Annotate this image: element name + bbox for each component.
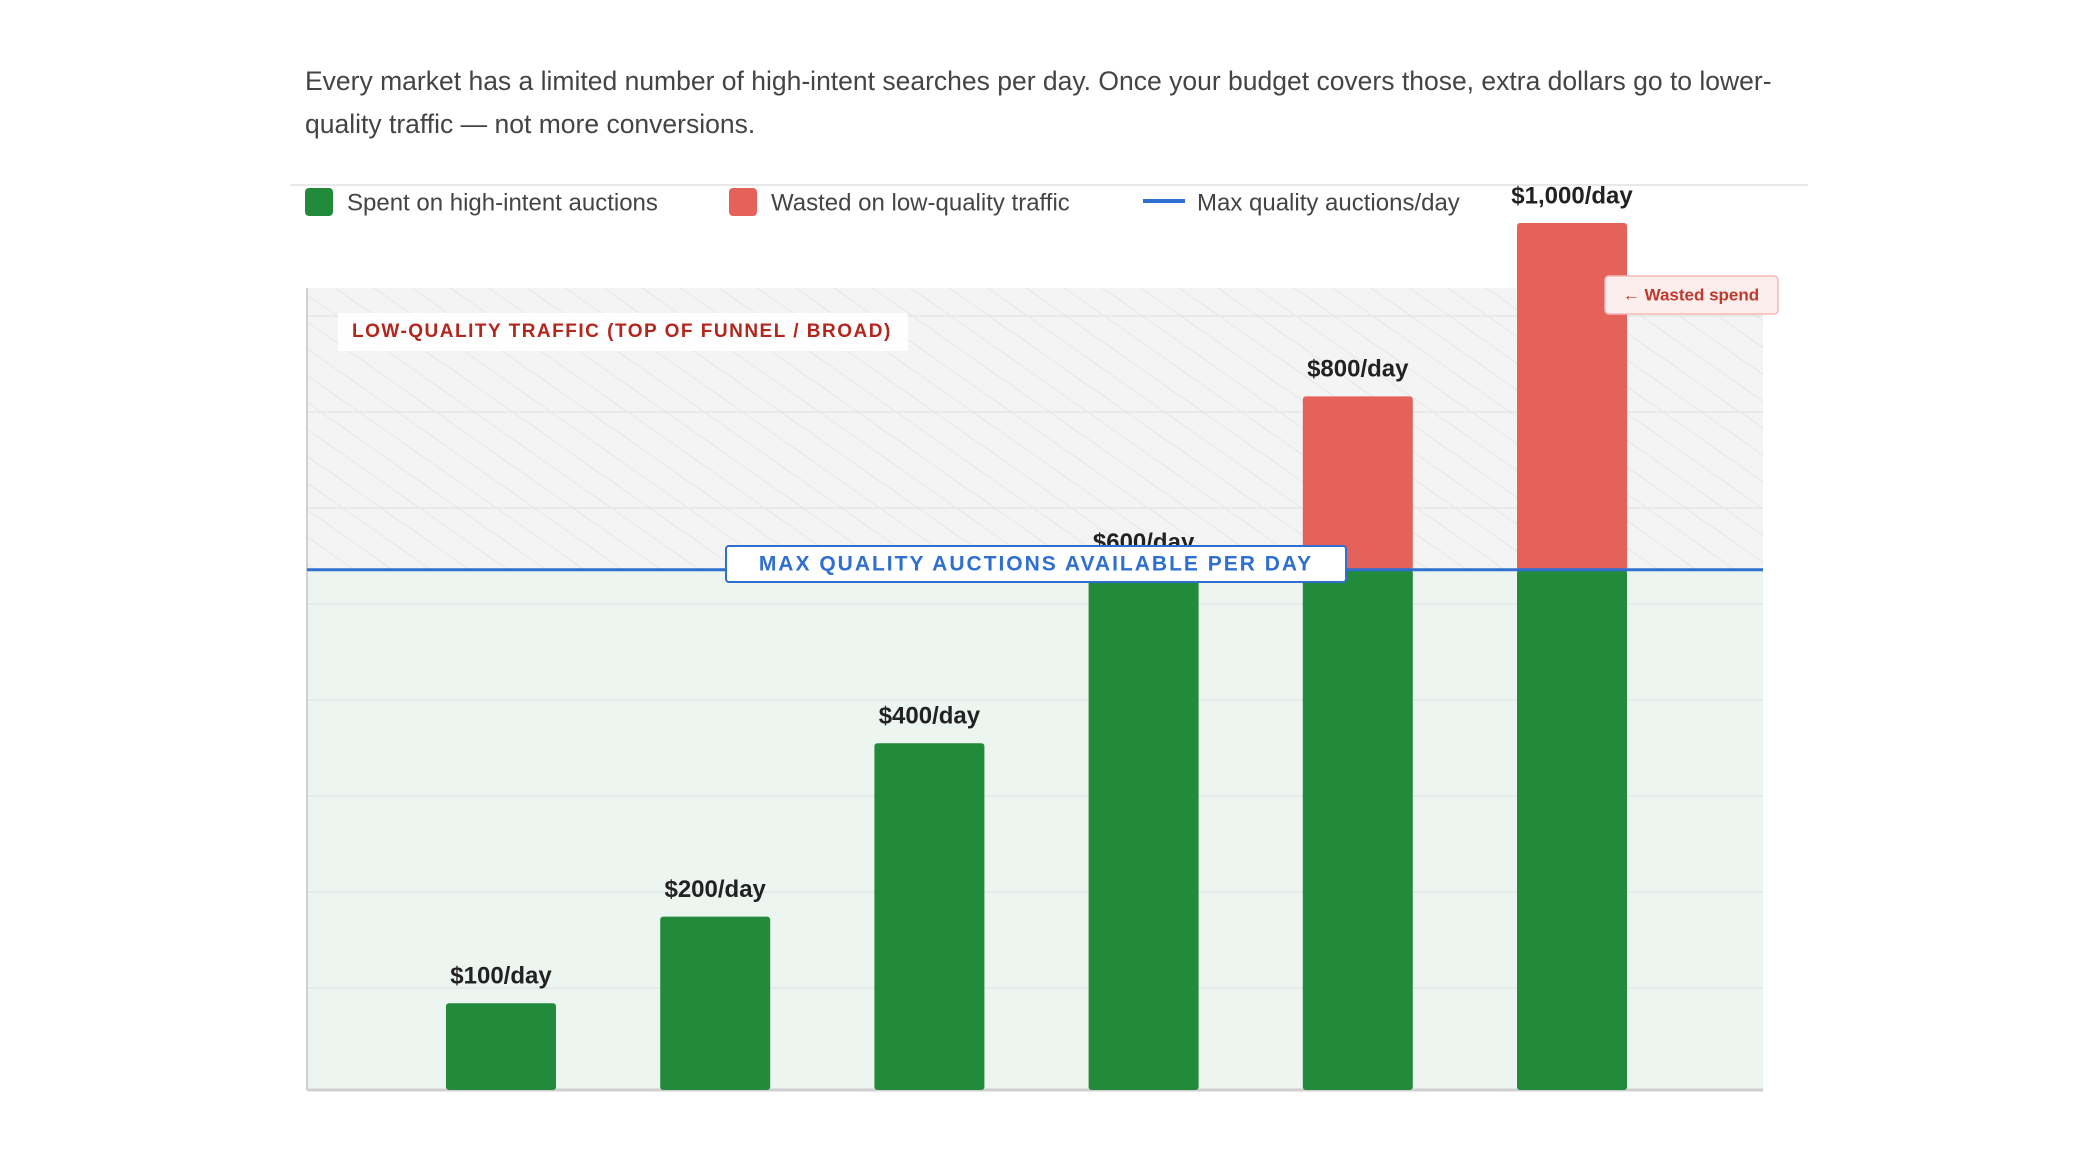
bar-label: $1,000/day	[1511, 182, 1633, 209]
legend-label: Wasted on low-quality traffic	[771, 189, 1070, 216]
bar-segment	[446, 1003, 556, 1090]
bar-segment	[874, 743, 985, 1090]
reference-label: MAX QUALITY AUCTIONS AVAILABLE PER DAY	[759, 553, 1313, 576]
bar-segment	[1302, 569, 1413, 1090]
bar-label: $400/day	[879, 703, 981, 730]
wasted-tag: ← Wasted spend	[1623, 285, 1759, 304]
legend-swatch	[729, 188, 757, 216]
reference-label-box	[725, 545, 1347, 583]
zone-annotation: LOW-QUALITY TRAFFIC (TOP OF FUNNEL / BRO…	[352, 321, 892, 342]
legend-label: Max quality auctions/day	[1197, 189, 1460, 216]
legend-label: Spent on high-intent auctions	[347, 189, 658, 216]
legend-swatch	[305, 188, 333, 216]
wasted-tag-box	[1604, 275, 1779, 315]
bar-segment	[1517, 569, 1627, 1090]
bar-segment	[1088, 569, 1199, 1090]
bar-label: $800/day	[1307, 356, 1409, 383]
bar-segment	[660, 916, 771, 1090]
bar-segment	[1517, 222, 1627, 570]
bar-segment	[1302, 396, 1413, 570]
bar-label: $200/day	[664, 876, 766, 903]
annotation-box	[338, 313, 908, 351]
bar-label: $100/day	[450, 963, 552, 990]
intro-paragraph: Every market has a limited number of hig…	[305, 66, 1772, 139]
